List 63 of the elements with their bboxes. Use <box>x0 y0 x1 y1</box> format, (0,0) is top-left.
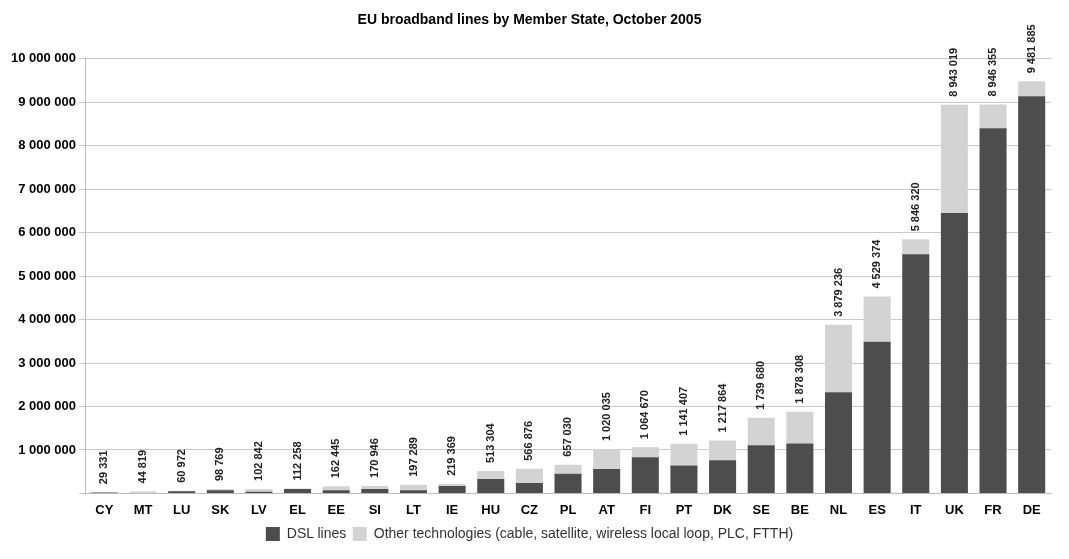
x-tick-label: NL <box>829 501 848 517</box>
y-tick-label: 3 000 000 <box>18 354 77 370</box>
y-tick-label: 9 000 000 <box>18 93 77 109</box>
x-tick-label: EE <box>327 501 346 517</box>
x-tick-label: EL <box>289 501 306 517</box>
y-tick-label: 7 000 000 <box>18 180 77 196</box>
x-tick-label: LU <box>172 501 191 517</box>
legend-label: DSL lines <box>286 524 347 541</box>
total-label: 98 769 <box>213 447 226 482</box>
total-label: 4 529 374 <box>870 238 883 289</box>
total-label: 29 331 <box>97 450 110 485</box>
total-label: 102 842 <box>251 441 264 481</box>
total-label: 1 739 680 <box>754 360 767 410</box>
x-tick-label: FI <box>639 501 652 517</box>
total-label: 3 879 236 <box>831 267 844 317</box>
y-tick-label: 8 000 000 <box>18 137 77 153</box>
x-tick-label: DE <box>1022 501 1042 517</box>
y-tick-label: 2 000 000 <box>18 398 77 414</box>
total-label: 9 481 885 <box>1024 24 1037 74</box>
y-tick-label: 4 000 000 <box>18 311 77 327</box>
total-label: 162 445 <box>329 438 342 479</box>
x-tick-label: BE <box>790 501 810 517</box>
total-label: 1 020 035 <box>599 392 612 442</box>
x-tick-label: IT <box>909 501 922 517</box>
total-label: 5 846 320 <box>908 182 921 232</box>
total-label: 219 369 <box>445 436 458 476</box>
chart-title: EU broadband lines by Member State, October 2005 <box>357 11 702 28</box>
x-tick-label: FR <box>984 501 1003 517</box>
x-tick-label: ES <box>868 501 887 517</box>
y-tick-label: 6 000 000 <box>18 224 77 240</box>
x-tick-label: DK <box>713 501 733 517</box>
x-tick-label: CY <box>95 501 114 517</box>
x-tick-label: LT <box>406 501 421 517</box>
total-label: 513 304 <box>483 422 496 464</box>
x-tick-label: MT <box>133 501 153 517</box>
total-label: 60 972 <box>174 449 187 483</box>
x-tick-label: CZ <box>520 501 539 517</box>
x-tick-label: PT <box>675 501 693 517</box>
x-tick-label: PL <box>559 501 577 517</box>
total-label: 1 217 864 <box>715 382 728 433</box>
total-label: 657 030 <box>561 417 574 457</box>
total-label: 1 064 670 <box>638 390 651 440</box>
x-tick-label: AT <box>598 501 615 517</box>
y-tick-label: 1 000 000 <box>18 441 77 457</box>
x-tick-label: SK <box>211 501 230 517</box>
y-tick-label: 5 000 000 <box>18 267 77 283</box>
x-tick-label: LV <box>251 501 268 517</box>
total-label: 1 141 407 <box>676 386 689 436</box>
x-tick-label: HU <box>481 501 501 517</box>
total-label: 1 878 308 <box>792 354 805 404</box>
x-tick-label: SE <box>752 501 771 517</box>
total-label: 112 258 <box>290 441 303 481</box>
y-tick-label: 10 000 000 <box>10 50 77 66</box>
total-label: 170 946 <box>367 438 380 478</box>
legend-label: Other technologies (cable, satellite, wireless local loop, PLC, FTTH) <box>373 524 794 541</box>
total-label: 8 943 019 <box>947 47 960 97</box>
x-tick-label: UK <box>945 501 965 517</box>
total-label: 44 819 <box>136 449 149 484</box>
x-tick-label: SI <box>368 501 381 517</box>
total-label: 8 946 355 <box>986 47 999 97</box>
x-tick-label: IE <box>445 501 459 517</box>
total-label: 197 289 <box>406 437 419 477</box>
total-label: 566 876 <box>522 421 535 461</box>
